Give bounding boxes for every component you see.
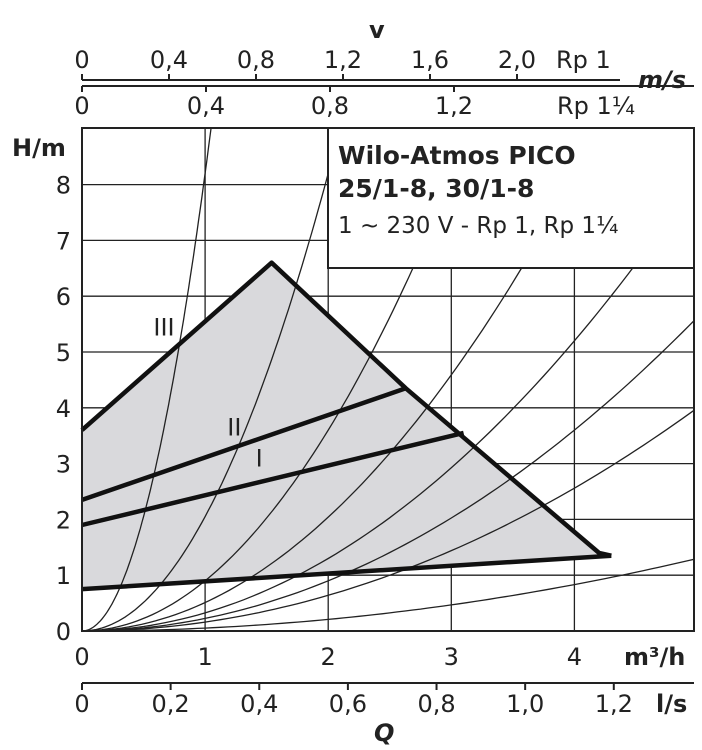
y-tick-0: 0 bbox=[56, 618, 71, 646]
ls-tick-label: 0,2 bbox=[152, 690, 190, 718]
ls-tick-label: 1,2 bbox=[595, 690, 633, 718]
y-tick-8: 8 bbox=[56, 172, 71, 200]
y-tick-4: 4 bbox=[56, 395, 71, 423]
rp1-label: Rp 1 bbox=[556, 46, 611, 74]
y-axis-label: H/m bbox=[12, 134, 66, 162]
rp114-label: Rp 1¼ bbox=[557, 92, 635, 120]
y-tick-5: 5 bbox=[56, 339, 71, 367]
ls-axis: 0 0,2 0,4 0,6 0,8 1,0 1,2 bbox=[74, 683, 633, 718]
curve-label-i: I bbox=[256, 444, 263, 472]
system-curve-6 bbox=[82, 319, 694, 631]
y-tick-3: 3 bbox=[56, 451, 71, 479]
rp114-tick-label: 0,8 bbox=[311, 92, 349, 120]
chart-subtitle: 1 ~ 230 V - Rp 1, Rp 1¼ bbox=[338, 213, 618, 239]
system-curve-5 bbox=[82, 181, 694, 631]
y-tick-labels: 0 1 2 3 4 5 6 7 8 bbox=[56, 172, 71, 646]
system-curve-7 bbox=[82, 409, 694, 631]
velocity-axis-rp1: 0 0,4 0,8 1,2 1,6 2,0 bbox=[74, 46, 536, 80]
rp1-tick-label: 0 bbox=[74, 46, 89, 74]
rp1-tick-label: 0,8 bbox=[237, 46, 275, 74]
ls-tick-label: 0,8 bbox=[417, 690, 455, 718]
system-curve-8 bbox=[82, 558, 694, 631]
ls-tick-label: 0,6 bbox=[329, 690, 367, 718]
rp114-tick-label: 0,4 bbox=[187, 92, 225, 120]
pump-curve-i bbox=[81, 430, 465, 528]
curve-label-iii: III bbox=[153, 313, 174, 341]
ls-tick-label: 0 bbox=[74, 690, 89, 718]
x-tick-4: 4 bbox=[567, 643, 582, 671]
x-tick-0: 0 bbox=[74, 643, 89, 671]
rp1-tick-label: 1,6 bbox=[411, 46, 449, 74]
ls-tick-label: 1,0 bbox=[506, 690, 544, 718]
velocity-unit-label: m/s bbox=[638, 66, 686, 94]
y-tick-1: 1 bbox=[56, 562, 71, 590]
info-box bbox=[327, 127, 695, 269]
system-curve-1 bbox=[82, 128, 212, 631]
rp114-tick-label: 0 bbox=[74, 92, 89, 120]
chart-title-line1: Wilo-Atmos PICO bbox=[338, 141, 576, 170]
pump-curve-ii bbox=[81, 386, 407, 503]
pump-curve-min bbox=[81, 553, 612, 592]
rp114-tick-label: 1,2 bbox=[435, 92, 473, 120]
system-curve-2 bbox=[82, 128, 341, 631]
rp1-tick-label: 0,4 bbox=[150, 46, 188, 74]
x-tick-3: 3 bbox=[444, 643, 459, 671]
y-tick-6: 6 bbox=[56, 283, 71, 311]
velocity-label: v bbox=[369, 16, 385, 44]
curve-label-ii: II bbox=[227, 414, 241, 442]
rp1-tick-label: 1,2 bbox=[324, 46, 362, 74]
ls-tick-label: 0,4 bbox=[240, 690, 278, 718]
rp1-tick-label: 2,0 bbox=[498, 46, 536, 74]
y-tick-7: 7 bbox=[56, 227, 71, 255]
x-unit-label: m³/h bbox=[624, 643, 685, 671]
x-axis-label: Q bbox=[374, 719, 394, 747]
x-tick-2: 2 bbox=[321, 643, 336, 671]
y-tick-2: 2 bbox=[56, 506, 71, 534]
chart-title-line2: 25/1-8, 30/1-8 bbox=[338, 174, 534, 203]
x-tick-1: 1 bbox=[197, 643, 212, 671]
x-tick-labels: 0 1 2 3 4 bbox=[74, 643, 582, 671]
pump-curves bbox=[80, 260, 612, 592]
ls-unit-label: l/s bbox=[656, 690, 687, 718]
operating-area bbox=[82, 262, 612, 590]
velocity-axis-rp114: 0 0,4 0,8 1,2 bbox=[74, 86, 473, 120]
